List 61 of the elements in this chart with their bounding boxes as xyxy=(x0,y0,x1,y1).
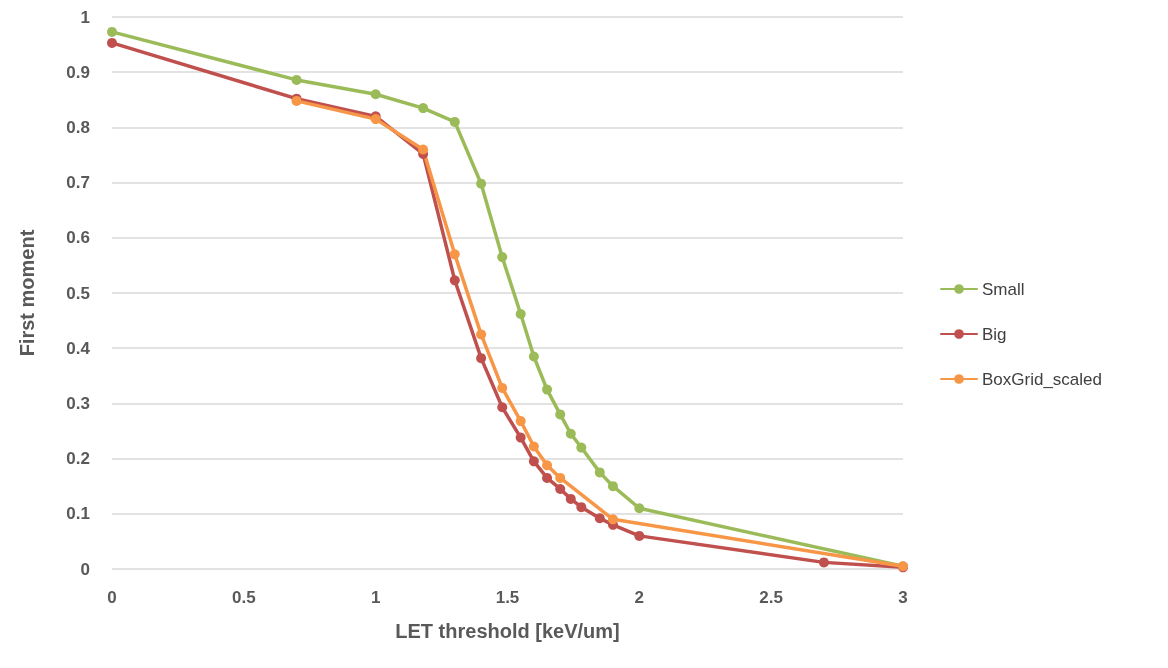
point xyxy=(418,103,429,114)
point xyxy=(370,89,381,100)
y-tick-label: 0.2 xyxy=(66,449,90,469)
point xyxy=(565,493,576,504)
point xyxy=(291,74,302,85)
point xyxy=(576,502,587,513)
x-tick-label: 2 xyxy=(634,588,645,607)
point xyxy=(449,116,460,127)
y-tick-label: 0.5 xyxy=(66,283,90,303)
point xyxy=(515,308,526,319)
point xyxy=(542,384,553,395)
y-tick-label: 0.1 xyxy=(66,504,90,524)
point xyxy=(607,514,618,525)
legend-label: BoxGrid_scaled xyxy=(982,369,1103,389)
x-tick-label: 0.5 xyxy=(232,588,256,607)
legend-label: Big xyxy=(982,324,1007,344)
y-tick-label: 0.4 xyxy=(66,338,91,358)
point xyxy=(497,402,508,413)
point xyxy=(565,428,576,439)
y-tick-label: 0.9 xyxy=(66,62,90,82)
point xyxy=(555,472,566,483)
point xyxy=(528,441,539,452)
point xyxy=(542,460,553,471)
y-tick-label: 0 xyxy=(80,559,90,579)
point xyxy=(576,442,587,453)
point xyxy=(818,557,829,568)
point xyxy=(449,275,460,286)
y-tick-label: 0.6 xyxy=(66,228,90,248)
point xyxy=(418,144,429,155)
x-tick-label: 2.5 xyxy=(759,588,783,607)
x-tick-label: 3 xyxy=(898,588,908,607)
y-tick-label: 0.8 xyxy=(66,117,90,137)
point xyxy=(107,26,117,37)
point xyxy=(594,467,605,478)
y-tick-label: 0.7 xyxy=(66,173,90,193)
point xyxy=(449,249,460,260)
y-tick-label: 0.3 xyxy=(66,393,90,413)
point xyxy=(476,329,487,340)
point xyxy=(476,353,487,364)
x-axis-title: LET threshold [keV/um] xyxy=(395,620,620,642)
point xyxy=(542,472,553,483)
y-tick-label: 1 xyxy=(80,7,90,27)
point xyxy=(555,409,566,420)
point xyxy=(607,481,618,492)
point xyxy=(634,503,645,514)
x-tick-label: 1.5 xyxy=(495,588,520,607)
legend-label: Small xyxy=(982,279,1025,299)
y-axis-title: First moment xyxy=(16,229,38,357)
point xyxy=(497,252,508,263)
point xyxy=(555,483,566,494)
point xyxy=(515,416,526,427)
point xyxy=(476,178,487,189)
point xyxy=(497,382,508,393)
point xyxy=(634,530,645,541)
point xyxy=(515,432,526,443)
point xyxy=(528,351,539,362)
x-tick-label: 0 xyxy=(107,588,117,607)
point xyxy=(107,37,117,48)
x-tick-label: 1 xyxy=(370,588,381,607)
point xyxy=(594,513,605,524)
point xyxy=(528,456,539,467)
